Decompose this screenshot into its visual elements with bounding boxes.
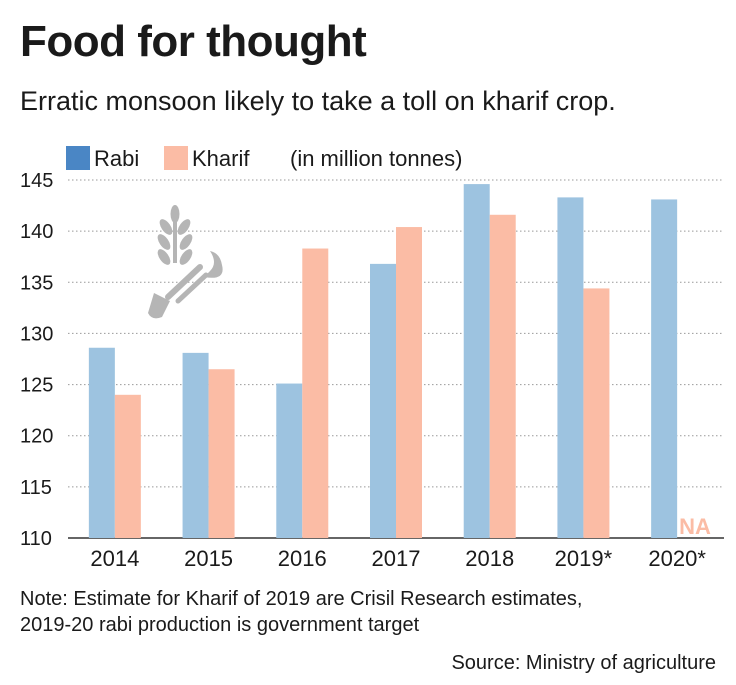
x-tick-label: 2017 [372,546,421,571]
note-line-1: Note: Estimate for Kharif of 2019 are Cr… [20,588,583,610]
bar-rabi [557,197,584,539]
bar-chart: Rabi Kharif (in million tonnes) 1101151201… [20,146,724,571]
bar-kharif [583,288,610,538]
legend: Rabi Kharif (in million tonnes) [66,146,462,171]
legend-swatch-kharif [164,146,188,170]
bar-rabi [182,352,209,538]
x-tick-label: 2019* [555,546,613,571]
y-tick-label: 135 [20,272,53,294]
x-tick-label: 2015 [184,546,233,571]
bar-rabi [276,383,303,538]
bar-kharif [396,227,422,538]
y-tick-label: 110 [20,528,52,550]
na-label: NA [679,514,711,539]
legend-label-kharif: Kharif [192,146,250,171]
bar-rabi [88,347,115,538]
y-tick-label: 140 [20,221,53,243]
bar-kharif [302,248,329,538]
x-tick-label: 2020* [648,546,706,571]
bar-kharif [114,394,141,538]
y-tick-label: 125 [20,375,53,397]
bars [88,184,678,539]
bar-rabi [651,199,678,539]
x-axis-ticks: 2014 2015 2016 2017 2018 2019* 2020* [90,546,706,571]
y-tick-label: 130 [20,323,53,345]
y-axis-ticks: 110 115 120 125 130 135 140 145 [20,170,53,550]
chart-subtitle: Erratic monsoon likely to take a toll on… [20,86,616,116]
x-tick-label: 2016 [278,546,327,571]
wheat-and-sickle-icon [148,205,223,319]
y-tick-label: 115 [20,477,52,499]
bar-rabi [370,263,396,538]
y-tick-label: 120 [20,426,53,448]
note: Note: Estimate for Kharif of 2019 are Cr… [20,586,720,638]
annotations: NA [679,514,711,539]
bar-kharif [208,369,235,538]
chart-title: Food for thought [20,17,367,66]
legend-swatch-rabi [66,146,90,170]
source-credit: Source: Ministry of agriculture [451,652,716,674]
bar-rabi [463,184,490,538]
unit-label: (in million tonnes) [290,146,462,171]
x-tick-label: 2018 [465,546,514,571]
legend-label-rabi: Rabi [94,146,139,171]
y-tick-label: 145 [20,170,53,192]
x-tick-label: 2014 [90,546,139,571]
bar-kharif [489,214,516,538]
note-line-2: 2019-20 rabi production is government ta… [20,614,420,636]
